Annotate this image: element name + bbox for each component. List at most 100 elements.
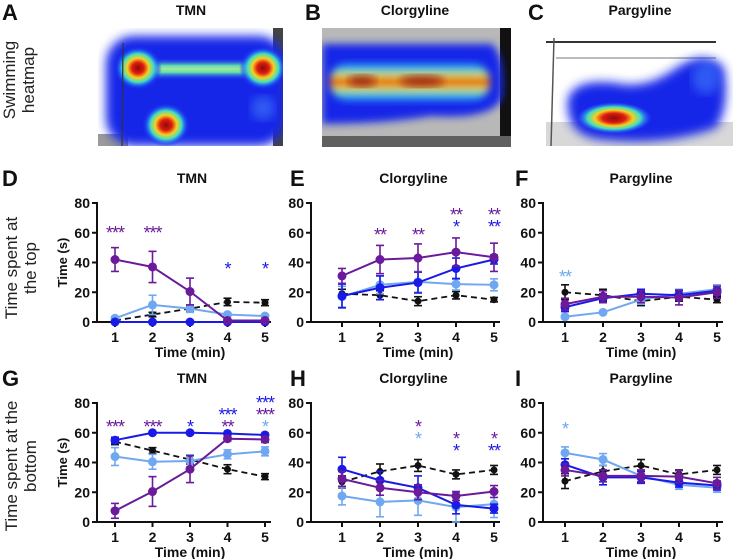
y-tick-label-h: 0 bbox=[296, 514, 304, 530]
significance-marker-d: * bbox=[262, 259, 269, 279]
panel-label-c: C bbox=[528, 0, 544, 25]
significance-marker-g: *** bbox=[256, 393, 275, 413]
data-point-dose3-h bbox=[451, 491, 461, 501]
data-point-control-h bbox=[452, 470, 460, 478]
y-tick-label-i: 0 bbox=[528, 514, 536, 530]
series-line-control-e bbox=[341, 292, 495, 303]
data-point-dose3-d bbox=[110, 255, 120, 265]
data-point-dose1-d bbox=[185, 304, 195, 314]
x-tick-label-f: 2 bbox=[599, 329, 607, 345]
chart-title-d: TMN bbox=[177, 170, 207, 186]
x-tick-label-i: 5 bbox=[713, 529, 721, 545]
x-tick-label-d: 5 bbox=[261, 329, 269, 345]
data-point-dose3-g bbox=[148, 487, 157, 497]
x-tick-label-d: 4 bbox=[224, 329, 232, 345]
data-point-dose1-f bbox=[598, 307, 608, 317]
data-point-dose3-h bbox=[413, 487, 423, 497]
chart-title-h: Clorgyline bbox=[379, 370, 448, 386]
data-point-dose3-f bbox=[560, 299, 570, 309]
data-point-dose2-e bbox=[413, 278, 423, 288]
data-point-dose2-h bbox=[451, 500, 461, 510]
significance-marker-e: ** bbox=[488, 217, 501, 237]
heatmap-title-tmn: TMN bbox=[175, 2, 207, 18]
y-tick-label-g: 80 bbox=[74, 395, 90, 411]
x-tick-label-f: 4 bbox=[675, 329, 683, 345]
significance-marker-h: * bbox=[491, 429, 498, 449]
data-point-dose3-e bbox=[337, 271, 347, 281]
x-tick-label-d: 1 bbox=[111, 329, 119, 345]
y-tick-label-e: 0 bbox=[296, 314, 304, 330]
data-point-dose2-e bbox=[375, 283, 385, 293]
data-point-dose2-d bbox=[185, 317, 195, 327]
x-axis-label-d: Time (min) bbox=[155, 344, 226, 360]
significance-marker-g: * bbox=[262, 417, 269, 437]
significance-marker-h: * bbox=[453, 441, 460, 461]
y-tick-label-d: 40 bbox=[74, 255, 90, 271]
data-point-dose2-g bbox=[148, 428, 157, 438]
x-axis-label-e: Time (min) bbox=[383, 344, 454, 360]
series-line-control-f bbox=[564, 291, 718, 303]
data-point-dose3-h bbox=[337, 474, 347, 484]
data-point-dose1-e bbox=[489, 280, 499, 290]
data-point-dose3-f bbox=[674, 292, 684, 302]
x-tick-label-f: 5 bbox=[713, 329, 721, 345]
x-tick-label-e: 2 bbox=[376, 329, 384, 345]
significance-marker-g: *** bbox=[143, 417, 162, 437]
data-point-dose3-d bbox=[260, 316, 270, 326]
data-point-dose3-g bbox=[110, 506, 120, 516]
data-point-dose3-e bbox=[413, 253, 423, 263]
data-point-dose3-f bbox=[598, 292, 608, 302]
heatmap-clorgyline-svg bbox=[322, 28, 511, 147]
significance-marker-g: *** bbox=[106, 417, 125, 437]
data-point-dose3-e bbox=[489, 252, 499, 262]
y-tick-label-i: 60 bbox=[520, 425, 536, 441]
data-point-dose3-h bbox=[489, 487, 499, 497]
heatmap-title-clorgyline: Clorgyline bbox=[380, 2, 450, 18]
panel-label-h: H bbox=[290, 366, 306, 391]
y-tick-label-h: 60 bbox=[288, 425, 304, 441]
data-point-dose3-e bbox=[451, 247, 461, 257]
y-tick-label-g: 0 bbox=[82, 514, 90, 530]
data-point-control-d bbox=[224, 298, 231, 306]
x-tick-label-f: 1 bbox=[561, 329, 569, 345]
y-tick-label-f: 0 bbox=[528, 314, 536, 330]
x-tick-label-h: 5 bbox=[490, 529, 498, 545]
data-point-dose1-g bbox=[223, 449, 232, 459]
y-tick-label-g: 20 bbox=[74, 484, 90, 500]
significance-marker-e: ** bbox=[374, 225, 387, 245]
data-point-control-h bbox=[490, 466, 498, 474]
data-point-dose1-h bbox=[337, 491, 347, 501]
series-line-control-g bbox=[114, 440, 266, 478]
x-tick-label-e: 4 bbox=[452, 329, 460, 345]
panel-label-e: E bbox=[290, 166, 305, 191]
significance-marker-g: ** bbox=[221, 417, 234, 437]
data-point-dose2-h bbox=[489, 504, 499, 514]
x-tick-label-g: 4 bbox=[224, 529, 232, 545]
y-axis-label-d: Time (s) bbox=[55, 238, 70, 288]
y-tick-label-e: 40 bbox=[288, 255, 304, 271]
significance-marker-i: * bbox=[562, 419, 569, 439]
x-tick-label-h: 2 bbox=[376, 529, 384, 545]
y-tick-label-i: 80 bbox=[520, 395, 536, 411]
significance-marker-e: ** bbox=[488, 205, 501, 225]
data-point-control-e bbox=[490, 296, 498, 304]
data-point-dose1-i bbox=[598, 455, 608, 465]
heatmap-title-pargyline: Pargyline bbox=[608, 2, 672, 18]
y-tick-label-d: 80 bbox=[74, 195, 90, 211]
data-point-control-h bbox=[414, 461, 422, 469]
x-axis-label-h: Time (min) bbox=[383, 544, 454, 559]
heatmap-pargyline-svg bbox=[546, 37, 733, 146]
y-tick-label-e: 80 bbox=[288, 195, 304, 211]
data-point-control-g bbox=[224, 465, 231, 473]
y-tick-label-d: 20 bbox=[74, 284, 90, 300]
y-tick-label-h: 80 bbox=[288, 395, 304, 411]
data-point-dose3-f bbox=[636, 292, 646, 302]
significance-marker-h: * bbox=[415, 429, 422, 449]
x-tick-label-i: 4 bbox=[675, 529, 683, 545]
x-tick-label-h: 3 bbox=[414, 529, 422, 545]
heatmap-clorgyline bbox=[322, 28, 511, 147]
data-point-dose2-e bbox=[337, 291, 347, 301]
data-point-dose3-h bbox=[375, 483, 385, 493]
y-tick-label-f: 40 bbox=[520, 255, 536, 271]
y-tick-label-d: 0 bbox=[82, 314, 90, 330]
